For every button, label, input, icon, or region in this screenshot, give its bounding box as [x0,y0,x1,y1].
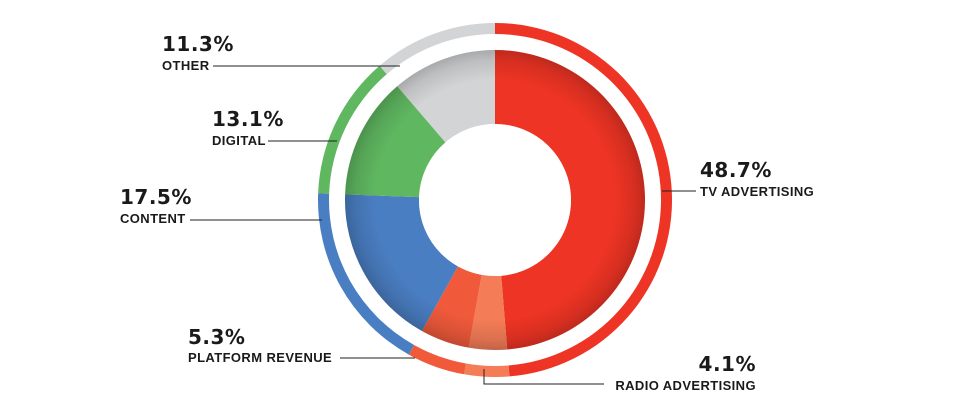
category-label-content: CONTENT [120,211,186,226]
chart-labels: 48.7% TV ADVERTISING 4.1% RADIO ADVERTISING… [120,32,814,393]
value-label-other: 11.3% [162,32,234,56]
value-label-platform-revenue: 5.3% [188,325,245,349]
category-label-radio-advertising: RADIO ADVERTISING [615,378,756,393]
outer-slice-digital [318,65,387,194]
outer-ring [318,23,673,377]
category-label-other: OTHER [162,58,210,73]
outer-slice-other [379,23,495,75]
outer-slice-platform-revenue [408,344,466,375]
value-label-content: 17.5% [120,185,192,209]
value-label-radio-advertising: 4.1% [699,352,756,376]
value-label-digital: 13.1% [212,107,284,131]
category-label-tv-advertising: TV ADVERTISING [700,184,814,199]
donut-hole [419,124,571,276]
category-label-digital: DIGITAL [212,133,266,148]
outer-slice-content [318,193,415,355]
value-label-tv-advertising: 48.7% [700,158,772,182]
category-label-platform-revenue: PLATFORM REVENUE [188,350,332,365]
outer-slice-radio-advertising [464,363,510,377]
leader-line-radio-advertising [483,369,604,385]
